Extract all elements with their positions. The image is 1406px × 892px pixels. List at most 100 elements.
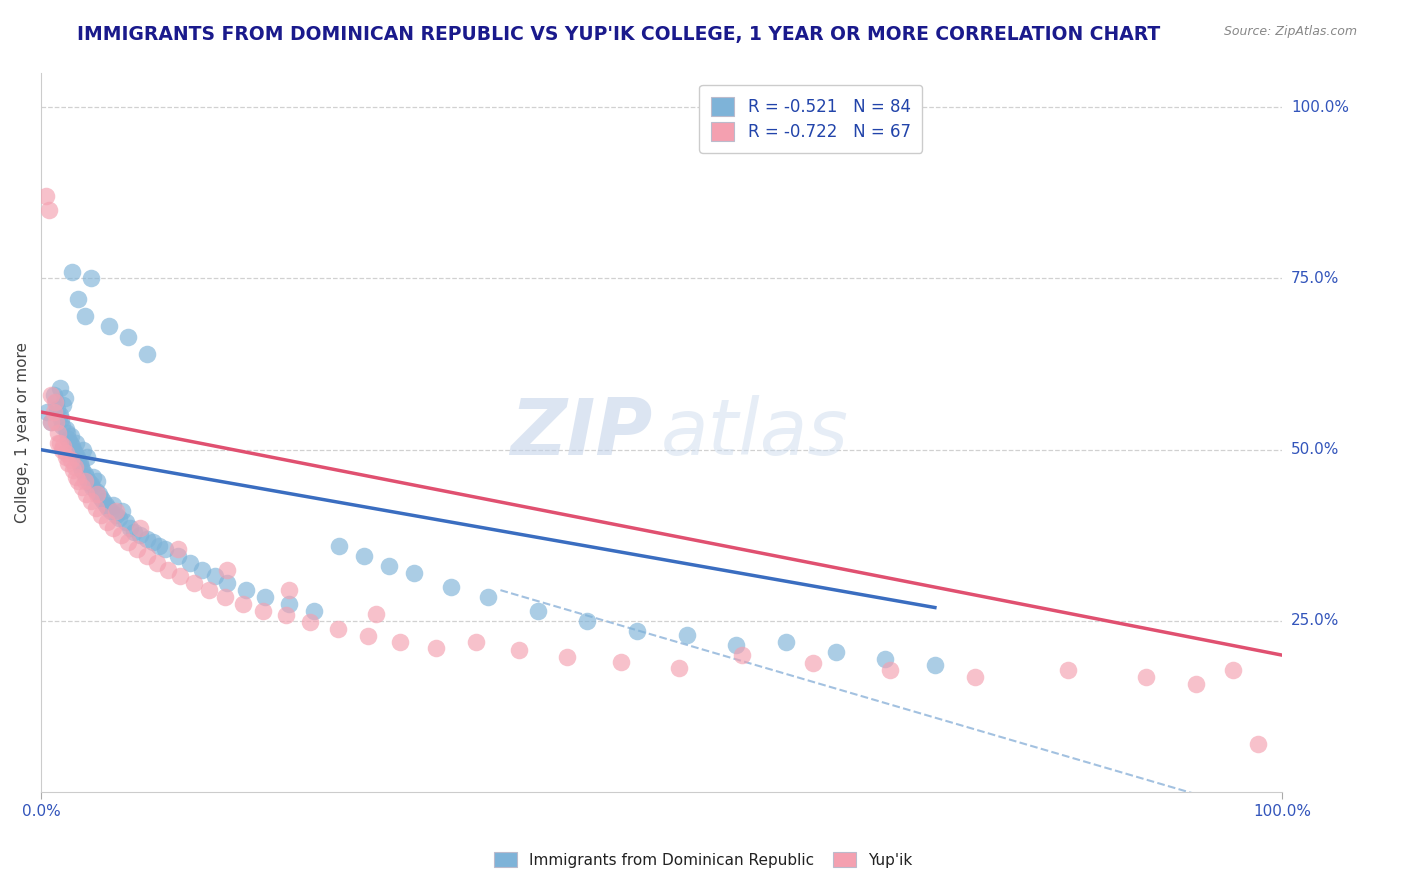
Point bbox=[42, 388, 65, 402]
Point bbox=[39, 415, 62, 429]
Point bbox=[232, 597, 254, 611]
Point bbox=[626, 624, 648, 639]
Point bbox=[70, 480, 93, 494]
Point bbox=[65, 470, 87, 484]
Point bbox=[59, 435, 82, 450]
Point bbox=[191, 563, 214, 577]
Point bbox=[557, 649, 579, 664]
Point bbox=[58, 457, 80, 471]
Point bbox=[252, 604, 274, 618]
Point bbox=[576, 614, 599, 628]
Point bbox=[80, 271, 103, 285]
Point bbox=[56, 425, 79, 440]
Point bbox=[217, 576, 239, 591]
Point bbox=[110, 528, 132, 542]
Point bbox=[77, 474, 100, 488]
Point bbox=[197, 583, 219, 598]
Point bbox=[440, 580, 463, 594]
Point bbox=[253, 590, 276, 604]
Point bbox=[179, 556, 201, 570]
Point bbox=[58, 433, 80, 447]
Point bbox=[111, 504, 134, 518]
Point bbox=[73, 309, 96, 323]
Point bbox=[1135, 670, 1157, 684]
Point bbox=[38, 202, 60, 217]
Point bbox=[526, 604, 548, 618]
Point bbox=[775, 634, 797, 648]
Point bbox=[48, 435, 70, 450]
Point bbox=[55, 422, 77, 436]
Point bbox=[235, 583, 257, 598]
Point bbox=[62, 463, 84, 477]
Point bbox=[1222, 663, 1244, 677]
Point bbox=[214, 590, 236, 604]
Point bbox=[117, 329, 139, 343]
Point bbox=[328, 539, 350, 553]
Point bbox=[42, 405, 65, 419]
Point bbox=[35, 189, 58, 203]
Text: IMMIGRANTS FROM DOMINICAN REPUBLIC VS YUP'IK COLLEGE, 1 YEAR OR MORE CORRELATION: IMMIGRANTS FROM DOMINICAN REPUBLIC VS YU… bbox=[77, 25, 1160, 44]
Point bbox=[924, 658, 946, 673]
Point bbox=[90, 491, 112, 505]
Point bbox=[302, 604, 325, 618]
Point bbox=[425, 641, 447, 656]
Text: Source: ZipAtlas.com: Source: ZipAtlas.com bbox=[1223, 25, 1357, 38]
Point bbox=[114, 515, 136, 529]
Point bbox=[356, 629, 378, 643]
Point bbox=[155, 542, 177, 557]
Point bbox=[217, 563, 239, 577]
Point bbox=[76, 450, 98, 464]
Point bbox=[402, 566, 425, 580]
Point bbox=[80, 477, 103, 491]
Point bbox=[63, 446, 86, 460]
Point bbox=[145, 556, 167, 570]
Point bbox=[326, 622, 349, 636]
Point bbox=[60, 439, 83, 453]
Point bbox=[508, 642, 530, 657]
Point bbox=[125, 542, 148, 557]
Point bbox=[67, 453, 90, 467]
Point bbox=[117, 535, 139, 549]
Legend: Immigrants from Dominican Republic, Yup'ik: Immigrants from Dominican Republic, Yup'… bbox=[488, 846, 918, 873]
Point bbox=[120, 521, 142, 535]
Text: 75.0%: 75.0% bbox=[1291, 271, 1339, 286]
Point bbox=[48, 435, 70, 450]
Point bbox=[55, 450, 77, 464]
Point bbox=[108, 511, 131, 525]
Point bbox=[75, 470, 97, 484]
Point bbox=[51, 418, 73, 433]
Point bbox=[84, 500, 107, 515]
Point bbox=[45, 415, 67, 429]
Point bbox=[45, 394, 67, 409]
Point bbox=[69, 459, 91, 474]
Point bbox=[274, 608, 297, 623]
Point bbox=[668, 660, 690, 674]
Point bbox=[963, 670, 986, 684]
Point bbox=[52, 398, 75, 412]
Point bbox=[96, 515, 118, 529]
Point bbox=[1184, 677, 1206, 691]
Text: atlas: atlas bbox=[661, 394, 849, 471]
Point bbox=[48, 409, 70, 423]
Point bbox=[91, 494, 114, 508]
Point bbox=[69, 457, 91, 471]
Point bbox=[166, 549, 188, 563]
Point bbox=[129, 521, 152, 535]
Point bbox=[169, 569, 191, 583]
Point bbox=[86, 474, 108, 488]
Point bbox=[353, 549, 375, 563]
Point bbox=[725, 638, 748, 652]
Point bbox=[1056, 663, 1078, 677]
Point bbox=[73, 474, 96, 488]
Point bbox=[135, 532, 157, 546]
Point bbox=[675, 628, 697, 642]
Point bbox=[80, 494, 103, 508]
Point bbox=[366, 607, 388, 621]
Point bbox=[299, 615, 322, 630]
Point bbox=[37, 405, 59, 419]
Point bbox=[66, 450, 89, 464]
Point bbox=[82, 470, 104, 484]
Point bbox=[98, 319, 121, 334]
Point bbox=[70, 463, 93, 477]
Point bbox=[824, 645, 846, 659]
